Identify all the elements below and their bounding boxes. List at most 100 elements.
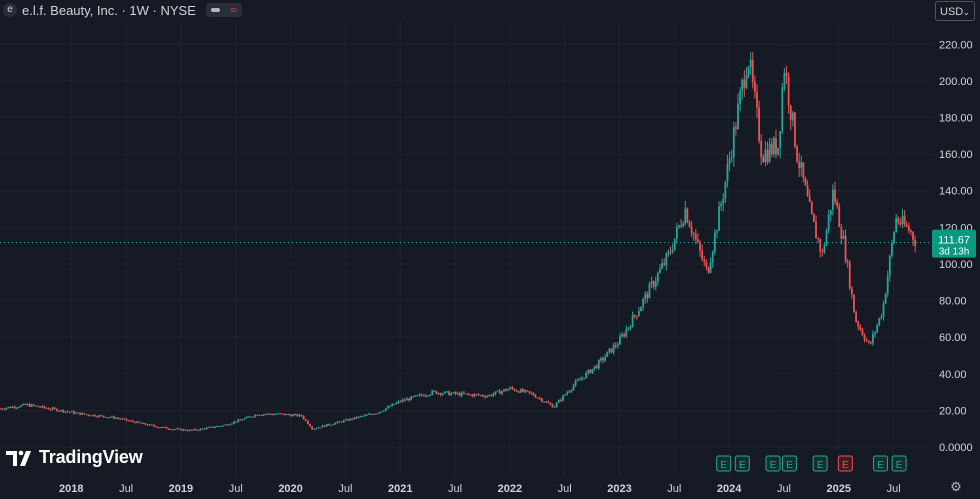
candle-body [102,415,105,417]
earnings-marker-icon[interactable]: E [765,455,781,472]
candle-body [393,403,396,405]
candle-body [872,333,874,344]
candle-body [526,390,529,392]
candle-body [568,391,571,393]
candle-body [125,418,128,421]
candle-body [325,424,328,427]
candle-body [880,316,883,318]
candle-body [53,407,56,409]
candle-body [129,420,132,422]
x-tick-label: Jul [558,483,572,495]
earnings-marker-label: E [842,460,849,471]
candle-body [555,402,558,407]
candle-body [688,222,691,228]
y-tick-label: 220.00 [939,39,973,51]
candle-body [500,391,503,394]
settings-gear-icon[interactable]: ⚙ [950,479,962,494]
candle-body [429,394,432,396]
candle-body [309,424,311,427]
candle-body [412,396,415,398]
candle-body [376,413,379,415]
candle-body [77,412,79,414]
candle-body [347,419,349,421]
candle-body [399,401,402,403]
candle-body [410,396,413,401]
candle-body [815,221,817,239]
candle-body [722,198,725,204]
candle-body [699,241,701,251]
candle-body [663,263,666,265]
candle-body [791,112,794,121]
candle-body [182,429,185,431]
candle-body [756,92,758,108]
candle-body [127,420,130,422]
candle-body [260,414,263,416]
candle-body [11,406,14,408]
candle-body [867,340,870,343]
candle-body [543,401,545,403]
candle-body [591,368,594,374]
earnings-marker-label: E [720,460,727,471]
candle-body [566,392,569,395]
candle-body [578,379,581,381]
candle-body [262,414,265,416]
candle-body [806,185,809,197]
candle-body [163,426,166,428]
candle-body [13,406,16,408]
candle-body [110,416,113,418]
candle-body [458,392,461,396]
earnings-marker-label: E [896,460,903,471]
candle-body [538,397,541,399]
candle-body [174,429,176,431]
x-tick-label: 2021 [388,483,412,495]
candle-body [357,416,360,419]
symbol-title[interactable]: e.l.f. Beauty, Inc. · 1W · NYSE [22,2,196,18]
tradingview-logo[interactable]: TradingView [6,447,143,468]
earnings-marker-icon[interactable]: E [872,455,888,472]
candle-body [846,261,849,263]
candle-body [283,413,286,416]
earnings-marker-icon[interactable]: E [891,455,907,472]
candle-body [716,230,718,233]
candle-body [330,424,332,426]
candle-body [391,403,394,407]
candle-body [298,414,301,417]
indicator-toggle[interactable]: ≈ [205,3,242,17]
candle-body [351,418,354,420]
candle-body [888,255,891,276]
earnings-marker-icon[interactable]: E [837,455,853,472]
candle-body [243,418,246,420]
candle-body [551,404,554,408]
y-tick-label: 0.0000 [939,442,973,454]
earnings-marker-icon[interactable]: E [734,455,750,472]
candle-body [60,409,63,411]
chevron-down-icon: ⌄ [962,7,970,17]
candle-body [589,369,592,374]
x-tick-label: Jul [229,483,243,495]
candle-body [43,405,46,408]
candle-body [703,259,706,262]
candle-body [216,426,219,428]
candle-body [115,417,117,419]
candle-body [910,230,912,233]
candle-body [557,399,560,403]
candle-body [675,227,678,239]
candle-body [684,208,687,224]
y-tick-label: 60.00 [939,332,967,344]
candle-body [595,365,598,369]
candle-body [167,428,170,430]
candle-body [709,262,712,273]
candle-body [524,390,526,392]
currency-selector[interactable]: USD ⌄ [935,1,975,21]
candle-body [517,391,520,393]
earnings-marker-icon[interactable]: E [812,455,828,472]
candle-body [304,419,307,421]
candle-body [614,345,617,347]
candle-body [332,424,335,426]
y-tick-label: 160.00 [939,149,973,161]
candle-body [654,281,657,287]
candle-body [876,325,879,333]
earnings-marker-icon[interactable]: E [716,455,732,472]
earnings-marker-icon[interactable]: E [781,455,797,472]
